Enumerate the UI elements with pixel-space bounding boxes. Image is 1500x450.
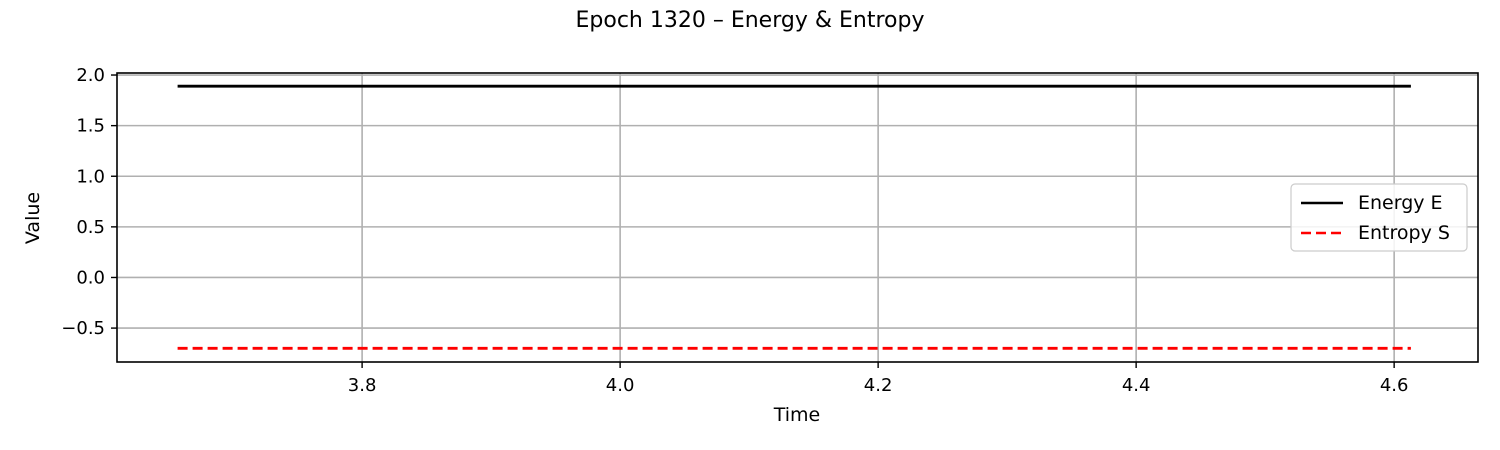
- legend: Energy E Entropy S: [1290, 183, 1468, 252]
- y-tick-label: 1.0: [76, 166, 105, 187]
- x-tick-label: 4.6: [1380, 375, 1409, 396]
- y-tick-label: 1.5: [76, 116, 105, 137]
- y-tick-label: −0.5: [61, 318, 105, 339]
- y-tick-label: 0.0: [76, 267, 105, 288]
- plot-frame: [116, 72, 1479, 363]
- x-tick-label: 4.0: [606, 375, 635, 396]
- x-tick-label: 4.2: [864, 375, 893, 396]
- legend-label-entropy: Entropy S: [1358, 222, 1450, 244]
- legend-label-energy: Energy E: [1358, 192, 1443, 214]
- y-tick-label: 2.0: [76, 65, 105, 86]
- x-tick-label: 3.8: [348, 375, 377, 396]
- x-tick-label: 4.4: [1122, 375, 1151, 396]
- series-lines: [177, 84, 1411, 350]
- y-tick-label: 0.5: [76, 217, 105, 238]
- axis-ticks: 3.8 4.0 4.2 4.4 4.6 2.0 1.5 1.0 0.5 0.0 −0.5: [61, 65, 1408, 396]
- gridlines: [117, 73, 1478, 362]
- x-axis-label: Time: [773, 404, 821, 426]
- chart-title: Epoch 1320 – Energy & Entropy: [576, 8, 925, 33]
- y-axis-label: Value: [22, 192, 44, 244]
